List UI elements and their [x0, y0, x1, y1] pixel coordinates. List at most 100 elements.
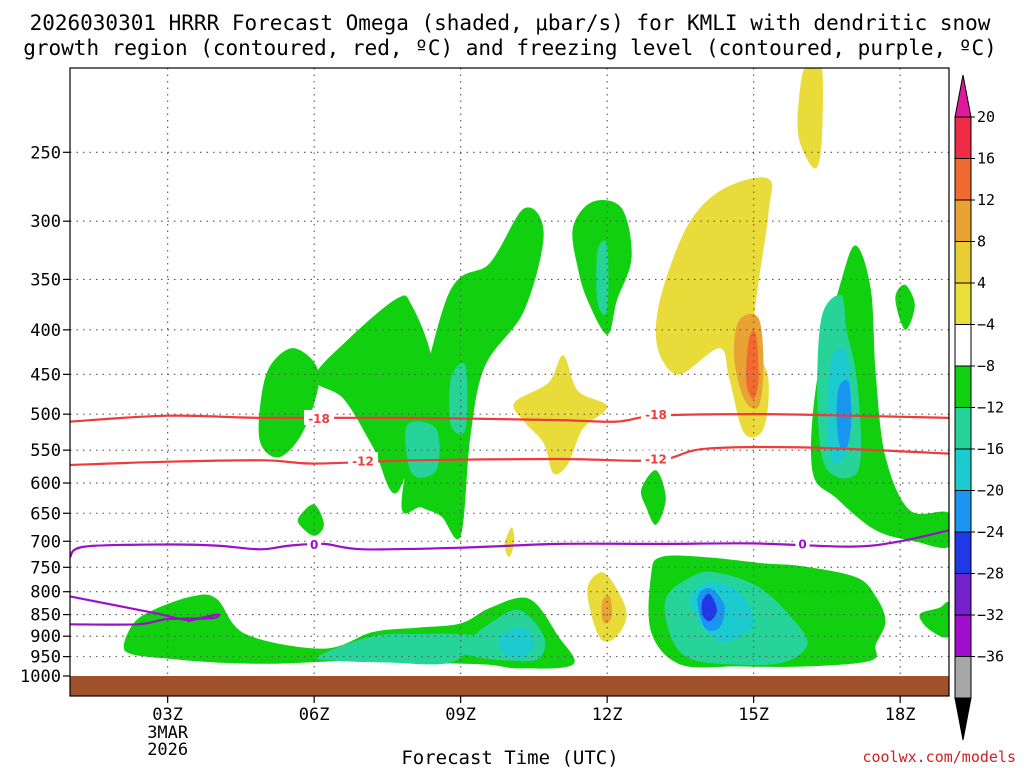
contours	[70, 412, 949, 626]
red-label-bg-2	[641, 406, 671, 422]
x-tick-label-12Z: 12Z	[592, 705, 623, 725]
y-axis: 2503003504004505005506006507007508008509…	[20, 143, 70, 687]
red-label-bg-3	[641, 450, 671, 466]
colorbar-swatch-8	[954, 448, 972, 491]
red-contour-1	[70, 445, 949, 467]
colorbar-label-12: −32	[977, 606, 1004, 624]
x-tick-sublabel-1: 2026	[147, 740, 188, 760]
colorbar-label-11: −28	[977, 565, 1004, 583]
purple-label-bg-0	[307, 535, 322, 551]
omega-region--24..-20	[701, 593, 717, 622]
plot-frame	[69, 67, 950, 697]
y-tick-label-750: 750	[30, 558, 61, 578]
purple-contour-3	[70, 613, 221, 626]
colorbar-swatch-11	[954, 573, 972, 616]
colorbar-label-4: 4	[977, 274, 986, 292]
colorbar-swatch-9	[954, 490, 972, 533]
omega-region-4..8	[504, 527, 515, 558]
colorbar-label-8: −16	[977, 440, 1004, 458]
colorbar-swatch-0	[954, 116, 972, 159]
colorbar-swatch-13	[954, 656, 972, 699]
y-tick-label-850: 850	[30, 606, 61, 626]
red-label-bg-1	[348, 452, 378, 468]
y-tick-label-700: 700	[30, 532, 61, 552]
purple-label-bg-1	[795, 535, 810, 551]
credit-text: coolwx.com/models	[862, 748, 1016, 766]
contour-labels: -18 -12 -18 -12 0 0	[304, 406, 810, 552]
red-contour-0	[70, 412, 949, 423]
colorbar-label-10: −24	[977, 523, 1004, 541]
omega-region--8..-4	[640, 470, 666, 525]
colorbar-label-2: 12	[977, 191, 995, 209]
x-tick-label-03Z: 03Z	[152, 705, 183, 725]
colorbar-label-3: 8	[977, 233, 986, 251]
y-tick-label-950: 950	[30, 648, 61, 668]
omega-region--8..-4	[314, 295, 433, 494]
omega-region--12..-8	[596, 240, 609, 315]
omega-region--12..-8	[449, 362, 468, 435]
omega-region--8..-4	[895, 284, 915, 330]
y-tick-label-900: 900	[30, 627, 61, 647]
omega-region--8..-4	[919, 601, 949, 638]
colorbar-label-0: 20	[977, 108, 995, 126]
chart-title-line1: 2026030301 HRRR Forecast Omega (shaded, …	[30, 11, 991, 35]
y-tick-label-500: 500	[30, 405, 61, 425]
omega-region--8..-4	[258, 348, 320, 458]
omega-region-4..8	[513, 355, 608, 475]
y-tick-label-300: 300	[30, 212, 61, 232]
y-tick-label-450: 450	[30, 365, 61, 385]
y-tick-label-250: 250	[30, 143, 61, 163]
y-tick-label-650: 650	[30, 504, 61, 524]
ground-layer	[70, 676, 949, 696]
colorbar-label-6: −8	[977, 357, 995, 375]
y-tick-label-350: 350	[30, 270, 61, 290]
red-contour-label-3: -12	[645, 452, 667, 466]
colorbar-swatch-2	[954, 199, 972, 242]
colorbar-bottom-arrow	[954, 697, 972, 741]
red-contour-label-1: -12	[352, 454, 374, 468]
omega-region--16..-12	[498, 627, 534, 658]
omega-region--12..-8	[316, 633, 476, 665]
omega-region--12..-8	[405, 421, 440, 478]
colorbar-swatch-3	[954, 241, 972, 284]
x-axis-title: Forecast Time (UTC)	[401, 747, 618, 768]
y-tick-label-600: 600	[30, 474, 61, 494]
omega-region-8..12	[601, 595, 613, 624]
x-tick-sublabel-0: 3MAR	[147, 723, 189, 743]
y-tick-label-800: 800	[30, 583, 61, 603]
colorbar-label-9: −20	[977, 482, 1004, 500]
x-tick-label-15Z: 15Z	[738, 705, 769, 725]
omega-region-12..16	[746, 331, 759, 399]
x-tick-label-18Z: 18Z	[885, 705, 916, 725]
colorbar-swatch-12	[954, 614, 972, 657]
chart-title-line2: growth region (contoured, red, ºC) and f…	[23, 36, 997, 60]
x-tick-label-09Z: 09Z	[445, 705, 476, 725]
y-tick-label-1000: 1000	[20, 667, 61, 687]
colorbar-swatch-1	[954, 158, 972, 201]
colorbar-swatch-6	[954, 365, 972, 408]
red-contour-label-2: -18	[645, 408, 667, 422]
colorbar-label-1: 16	[977, 150, 995, 168]
colorbar-swatch-5	[954, 324, 972, 367]
purple-contour-label-1: 0	[798, 537, 806, 551]
colorbar-top-arrow	[954, 74, 972, 118]
colorbar-label-13: −36	[977, 648, 1004, 666]
colorbar-swatch-7	[954, 407, 972, 450]
colorbar-label-7: −12	[977, 399, 1004, 417]
red-label-bg-0	[304, 409, 335, 425]
purple-contour-0	[70, 529, 949, 558]
colorbar-swatch-4	[954, 282, 972, 325]
y-tick-label-550: 550	[30, 441, 61, 461]
omega-region--8..-4	[297, 504, 324, 536]
x-tick-label-06Z: 06Z	[299, 705, 330, 725]
colorbar: 20 16 12 8 4 −4 −8 −12 −16 −20 −24 −28 −32 −36	[954, 74, 1004, 741]
colorbar-label-5: −4	[977, 316, 995, 334]
colorbar-swatch-10	[954, 531, 972, 574]
purple-contour-label-0: 0	[310, 538, 318, 552]
omega-shading	[123, 68, 949, 669]
red-contour-label-0: -18	[308, 412, 330, 426]
y-tick-label-400: 400	[30, 321, 61, 341]
omega-region-4..8	[797, 68, 823, 169]
